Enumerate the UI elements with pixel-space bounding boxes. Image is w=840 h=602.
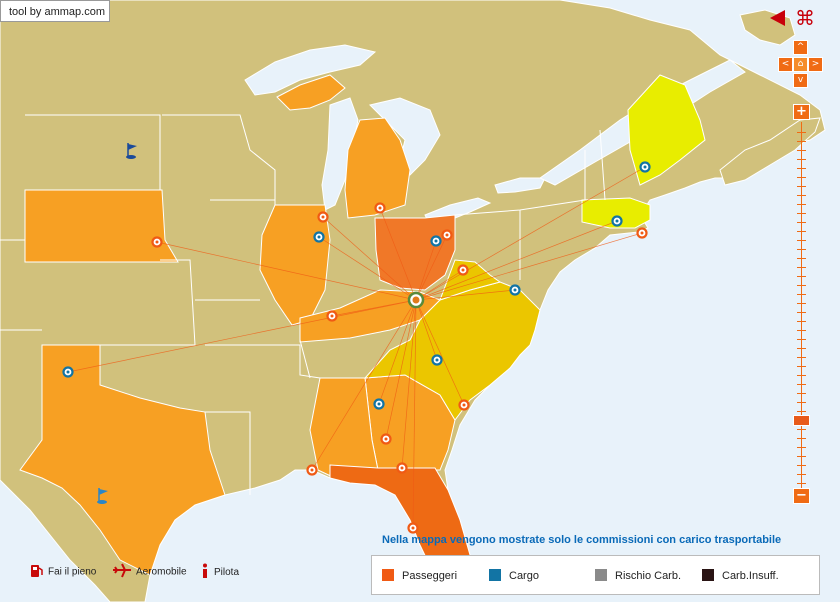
zoom-tick	[797, 303, 806, 304]
zoom-tick	[797, 366, 806, 367]
swatch	[489, 569, 501, 581]
pan-up-button[interactable]: ^	[793, 40, 808, 55]
credit-label[interactable]: tool by ammap.com	[0, 0, 110, 22]
state-west-virginia	[439, 259, 502, 301]
state-texas	[19, 344, 226, 576]
zoom-tick	[797, 240, 806, 241]
swatch	[595, 569, 607, 581]
zoom-tick	[797, 447, 806, 448]
flag-icon[interactable]	[97, 488, 108, 504]
zoom-tick	[797, 474, 806, 475]
zoom-tick	[797, 456, 806, 457]
legend-label: Cargo	[509, 570, 539, 582]
zoom-tick	[797, 357, 806, 358]
pan-right-button[interactable]: >	[808, 57, 823, 72]
legend-box: Passeggeri Cargo Rischio Carb. Carb.Insu…	[371, 555, 820, 595]
zoom-tick	[797, 402, 806, 403]
legend-pilot-label: Pilota	[214, 567, 240, 579]
home-button[interactable]: ⌂	[793, 57, 808, 72]
zoom-tick	[797, 132, 806, 133]
zoom-tick	[797, 285, 806, 286]
zoom-tick	[797, 222, 806, 223]
zoom-tick	[797, 330, 806, 331]
state-massachusetts	[581, 197, 651, 229]
lake-huron	[369, 97, 441, 176]
zoom-tick	[797, 168, 806, 169]
zoom-tick	[797, 429, 806, 430]
zoom-tick	[797, 384, 806, 385]
zoom-in-button[interactable]: +	[793, 104, 810, 120]
zoom-tick	[797, 393, 806, 394]
legend-label: Carb.Insuff.	[722, 570, 779, 582]
zoom-tick	[797, 375, 806, 376]
zoom-tick	[797, 249, 806, 250]
zoom-tick	[797, 231, 806, 232]
pan-left-button[interactable]: <	[778, 57, 793, 72]
state-nebraska	[24, 189, 179, 263]
airplane-icon	[112, 563, 132, 581]
zoom-tick	[797, 312, 806, 313]
zoom-tick	[797, 294, 806, 295]
zoom-tick	[797, 150, 806, 151]
zoom-tick	[797, 321, 806, 322]
legend-airplane: Aeromobile	[112, 563, 187, 581]
legend-label: Passeggeri	[402, 570, 458, 582]
zoom-tick	[797, 177, 806, 178]
legend-pilot: Pilota	[200, 563, 239, 582]
back-arrow-icon[interactable]	[770, 10, 785, 26]
zoom-tick	[797, 411, 806, 412]
zoom-tick	[797, 276, 806, 277]
info-pilot-icon	[200, 563, 210, 582]
map-note: Nella mappa vengono mostrate solo le com…	[382, 534, 782, 546]
zoom-tick	[797, 195, 806, 196]
lake-superior	[244, 44, 377, 96]
hub-marker[interactable]	[407, 291, 425, 309]
passenger-marker-dots	[155, 206, 644, 530]
zoom-tick	[797, 267, 806, 268]
cargo-marker-dots	[66, 165, 647, 406]
state-michigan-upper	[276, 74, 346, 111]
fuel-pump-icon	[30, 563, 44, 581]
state-ohio	[374, 214, 456, 291]
legend-label: Rischio Carb.	[615, 570, 682, 582]
zoom-tick	[797, 438, 806, 439]
zoom-tick	[797, 141, 806, 142]
flag-icon[interactable]	[126, 143, 137, 159]
zoom-tick	[797, 186, 806, 187]
zoom-tick	[797, 204, 806, 205]
zoom-tick	[797, 213, 806, 214]
zoom-tick	[797, 339, 806, 340]
state-borders	[0, 114, 606, 495]
zoom-out-button[interactable]: −	[793, 488, 810, 504]
legend-item-cargo[interactable]: Cargo	[489, 569, 539, 582]
legend-item-passeggeri[interactable]: Passeggeri	[382, 569, 457, 582]
state-maine	[627, 74, 706, 186]
swatch	[702, 569, 714, 581]
zoom-tick	[797, 465, 806, 466]
legend-item-carb-insuff[interactable]: Carb.Insuff.	[702, 569, 779, 582]
command-icon[interactable]: ⌘	[795, 6, 815, 30]
zoom-tick	[797, 258, 806, 259]
lake-michigan	[321, 97, 359, 211]
lake-ontario	[494, 177, 546, 194]
swatch	[382, 569, 394, 581]
zoom-tick	[797, 159, 806, 160]
legend-fuel-label: Fai il pieno	[48, 566, 97, 578]
zoom-slider-thumb[interactable]	[793, 415, 810, 426]
legend-airplane-label: Aeromobile	[136, 566, 187, 578]
state-michigan	[344, 117, 411, 219]
zoom-track[interactable]	[801, 122, 802, 488]
land-novascotia	[719, 117, 821, 186]
legend-fuel: Fai il pieno	[30, 563, 96, 581]
zoom-tick	[797, 348, 806, 349]
route-lines	[67, 166, 646, 529]
legend-item-rischio[interactable]: Rischio Carb.	[595, 569, 681, 582]
zoom-tick	[797, 483, 806, 484]
pan-down-button[interactable]: v	[793, 73, 808, 88]
